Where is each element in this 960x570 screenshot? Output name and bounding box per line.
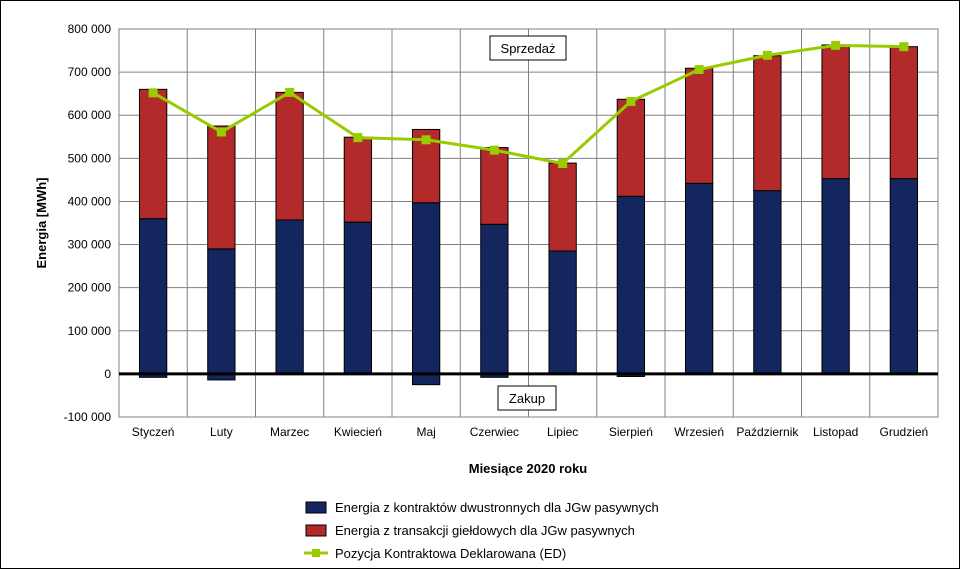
ed-point [216,127,226,137]
y-tick-label: 400 000 [68,194,112,208]
x-tick-labels: Styczeń Luty Marzec Kwiecień Maj Czerwiec Lipi… [132,425,928,439]
bar-exchange [889,46,919,180]
bar-exchange [548,162,577,252]
x-tick-label: Lipiec [547,425,578,439]
bar-exchange [275,91,304,221]
x-axis-title: Miesiące 2020 roku [469,461,588,476]
ed-point [831,40,841,50]
legend: Energia z kontraktów dwustronnych dla JG… [304,500,659,561]
bar-exchange [753,55,782,192]
y-tick-label: 600 000 [68,108,112,122]
bar-contracts [411,202,441,375]
ed-point [626,96,636,106]
y-tick-label: -100 000 [64,410,112,424]
line-series-group [148,40,909,169]
bars-group [138,44,919,386]
x-tick-label: Kwiecień [334,425,382,439]
ed-line [152,43,904,166]
legend-label-ed: Pozycja Kontraktowa Deklarowana (ED) [335,546,566,561]
bar-contracts [138,218,168,375]
x-tick-label: Styczeń [132,425,175,439]
y-tick-label: 800 000 [68,22,112,36]
bar-contracts [480,223,509,375]
y-tick-label: 100 000 [68,324,112,338]
bar-contracts [616,195,646,375]
bar-contracts [889,178,919,375]
bar-exchange [343,136,373,223]
bar-contracts [275,219,304,375]
ed-point [762,50,772,60]
x-tick-label: Marzec [270,425,309,439]
bar-exchange [821,44,850,180]
x-tick-label: Maj [416,425,435,439]
gridlines [119,28,938,418]
bar-exchange [684,67,714,184]
legend-label-exchange: Energia z transakcji giełdowych dla JGw … [335,523,635,538]
y-tick-label: 300 000 [68,238,112,252]
x-tick-label: Luty [210,425,233,439]
bar-exchange [207,125,236,250]
bar-exchange [138,88,168,220]
y-axis-title: Energia [MWh] [34,178,49,269]
bar-contracts [684,182,714,375]
ed-point [558,159,568,169]
bar-contracts [343,221,373,375]
sell-annotation-box: Sprzedaż [489,35,567,61]
bar-exchange [480,147,509,225]
ed-point [489,145,499,155]
x-tick-label: Grudzień [880,425,929,439]
ed-point [421,135,431,145]
x-tick-label: Październik [736,425,799,439]
legend-label-contracts: Energia z kontraktów dwustronnych dla JG… [335,500,659,515]
legend-swatch-contracts [305,501,327,514]
y-tick-label: 0 [104,367,111,381]
bar-exchange [616,98,646,197]
y-tick-labels: -100 000 0 100 000 200 000 300 000 400 000 500… [64,22,112,424]
legend-swatch-exchange [305,524,327,537]
y-tick-label: 200 000 [68,281,112,295]
x-tick-label: Czerwiec [470,425,519,439]
bar-contracts-negative [411,373,441,386]
legend-marker-ed [312,549,320,557]
buy-annotation-box: Zakup [497,385,557,411]
ed-point [353,133,363,143]
bar-contracts [207,248,236,375]
sell-annotation-label: Sprzedaż [501,41,556,56]
ed-point [148,88,158,98]
x-tick-label: Sierpień [609,425,653,439]
buy-annotation-label: Zakup [509,391,545,406]
ed-point [694,65,704,75]
x-tick-label: Wrzesień [674,425,724,439]
ed-point [285,87,295,97]
x-tick-label: Listopad [813,425,858,439]
bar-contracts [753,190,782,375]
bar-contracts [821,178,850,375]
y-tick-label: 500 000 [68,151,112,165]
ed-point [899,42,909,52]
bar-contracts [548,250,577,375]
y-tick-label: 700 000 [68,65,112,79]
